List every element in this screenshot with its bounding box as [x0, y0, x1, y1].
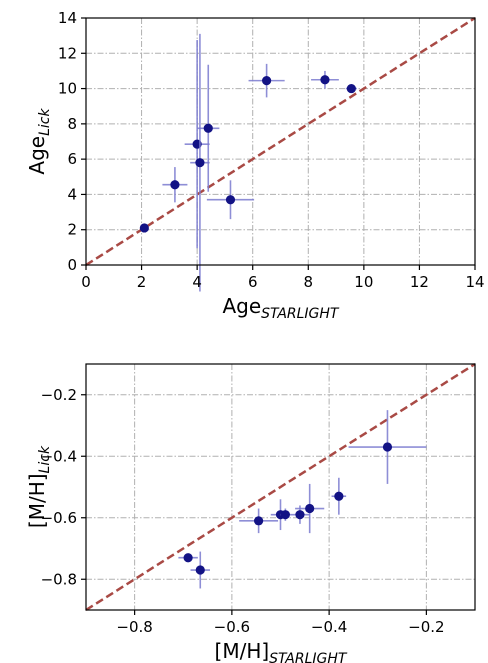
- age-panel: 0 2 4 6 8 10 12 1402468101214AgeSTARLIGHTAgeLic…: [25, 9, 485, 322]
- metallicity-y-axis-label-main: [M/H]: [25, 473, 49, 528]
- age-x-axis-label-subscript: STARLIGHT: [261, 306, 340, 322]
- metallicity-point-marker: [295, 510, 305, 520]
- metallicity-x-tick-label: −0.8: [116, 618, 152, 636]
- metallicity-point-marker: [195, 565, 205, 575]
- age-data-point: [345, 83, 357, 94]
- age-x-tick-label: 10: [354, 273, 373, 291]
- age-x-tick-label: 2: [137, 273, 147, 291]
- age-y-tick-label: 8: [67, 115, 77, 133]
- metallicity-x-axis-label-subscript: STARLIGHT: [269, 651, 348, 663]
- age-y-tick-label: 0: [67, 256, 77, 274]
- age-data-point: [162, 167, 188, 203]
- age-y-tick-label: 2: [67, 221, 77, 239]
- age-data-point: [248, 63, 285, 98]
- metallicity-plot-frame: [85, 363, 476, 611]
- metallicity-point-marker: [254, 516, 264, 526]
- age-x-axis-label-main: Age: [222, 294, 261, 318]
- metallicity-point-marker: [280, 510, 290, 520]
- age-y-axis-label-main: Age: [25, 136, 49, 175]
- age-data-point: [311, 70, 339, 89]
- age-x-tick-label: 8: [304, 273, 314, 291]
- metallicity-point-marker: [334, 491, 344, 501]
- metallicity-data-point: [190, 551, 210, 589]
- metallicity-point-marker: [382, 442, 393, 452]
- age-y-tick-label: 4: [67, 185, 77, 203]
- metallicity-data-point: [295, 483, 325, 534]
- age-x-tick-label: 4: [192, 273, 202, 291]
- metallicity-y-tick-label: −0.6: [41, 509, 77, 527]
- age-x-tick-label: 6: [248, 273, 258, 291]
- age-data-point: [139, 223, 149, 233]
- age-data-point: [206, 180, 255, 220]
- metallicity-y-tick-label: −0.4: [41, 447, 77, 465]
- age-data-point: [197, 64, 220, 192]
- metallicity-y-axis-label: [M/H]Lick: [25, 445, 53, 528]
- metallicity-y-axis-label-subscript: Lick: [37, 445, 53, 473]
- metallicity-point-marker: [305, 503, 315, 514]
- metallicity-data-point: [280, 508, 291, 521]
- age-point-marker: [195, 158, 205, 168]
- age-point-marker: [170, 180, 180, 190]
- age-x-tick-label: 0: [81, 273, 91, 291]
- metallicity-panel: −0.8 −0.6 −0.4 −0.2−0.8−0.6−0.4−0.2[M/H]STA…: [25, 362, 476, 663]
- metallicity-x-tick-label: −0.2: [408, 618, 444, 636]
- age-y-tick-label: 10: [58, 80, 77, 98]
- age-x-tick-label: 12: [410, 273, 429, 291]
- age-y-tick-label: 14: [58, 9, 77, 27]
- metallicity-data-point: [348, 410, 427, 484]
- age-y-axis-label-subscript: Lick: [37, 108, 53, 136]
- age-point-marker: [139, 223, 149, 233]
- age-plot-frame: [85, 17, 476, 266]
- age-point-marker: [225, 195, 236, 205]
- age-point-marker: [320, 75, 330, 85]
- age-data-point: [184, 40, 210, 249]
- age-data-point: [190, 33, 210, 292]
- metallicity-point-marker: [183, 553, 193, 563]
- age-one-to-one-line: [85, 16, 476, 267]
- age-y-tick-label: 6: [67, 150, 77, 168]
- metallicity-y-tick-label: −0.2: [41, 386, 77, 404]
- metallicity-y-tick-label: −0.8: [41, 570, 77, 588]
- age-y-tick-label: 12: [58, 44, 77, 62]
- metallicity-data-point: [178, 553, 198, 563]
- age-point-marker: [203, 123, 213, 133]
- metallicity-x-axis-label-main: [M/H]: [215, 639, 270, 663]
- metallicity-x-axis-label: [M/H]STARLIGHT: [215, 639, 348, 663]
- age-x-tick-label: 14: [465, 273, 484, 291]
- metallicity-data-point: [239, 508, 279, 534]
- metallicity-x-tick-label: −0.4: [311, 618, 347, 636]
- age-point-marker: [346, 83, 356, 94]
- age-point-marker: [262, 76, 272, 86]
- metallicity-data-point: [331, 477, 347, 515]
- age-y-axis-label: AgeLick: [25, 108, 53, 175]
- age-x-axis-label: AgeSTARLIGHT: [222, 294, 339, 322]
- metallicity-one-to-one-line: [85, 362, 476, 612]
- metallicity-x-tick-label: −0.6: [214, 618, 250, 636]
